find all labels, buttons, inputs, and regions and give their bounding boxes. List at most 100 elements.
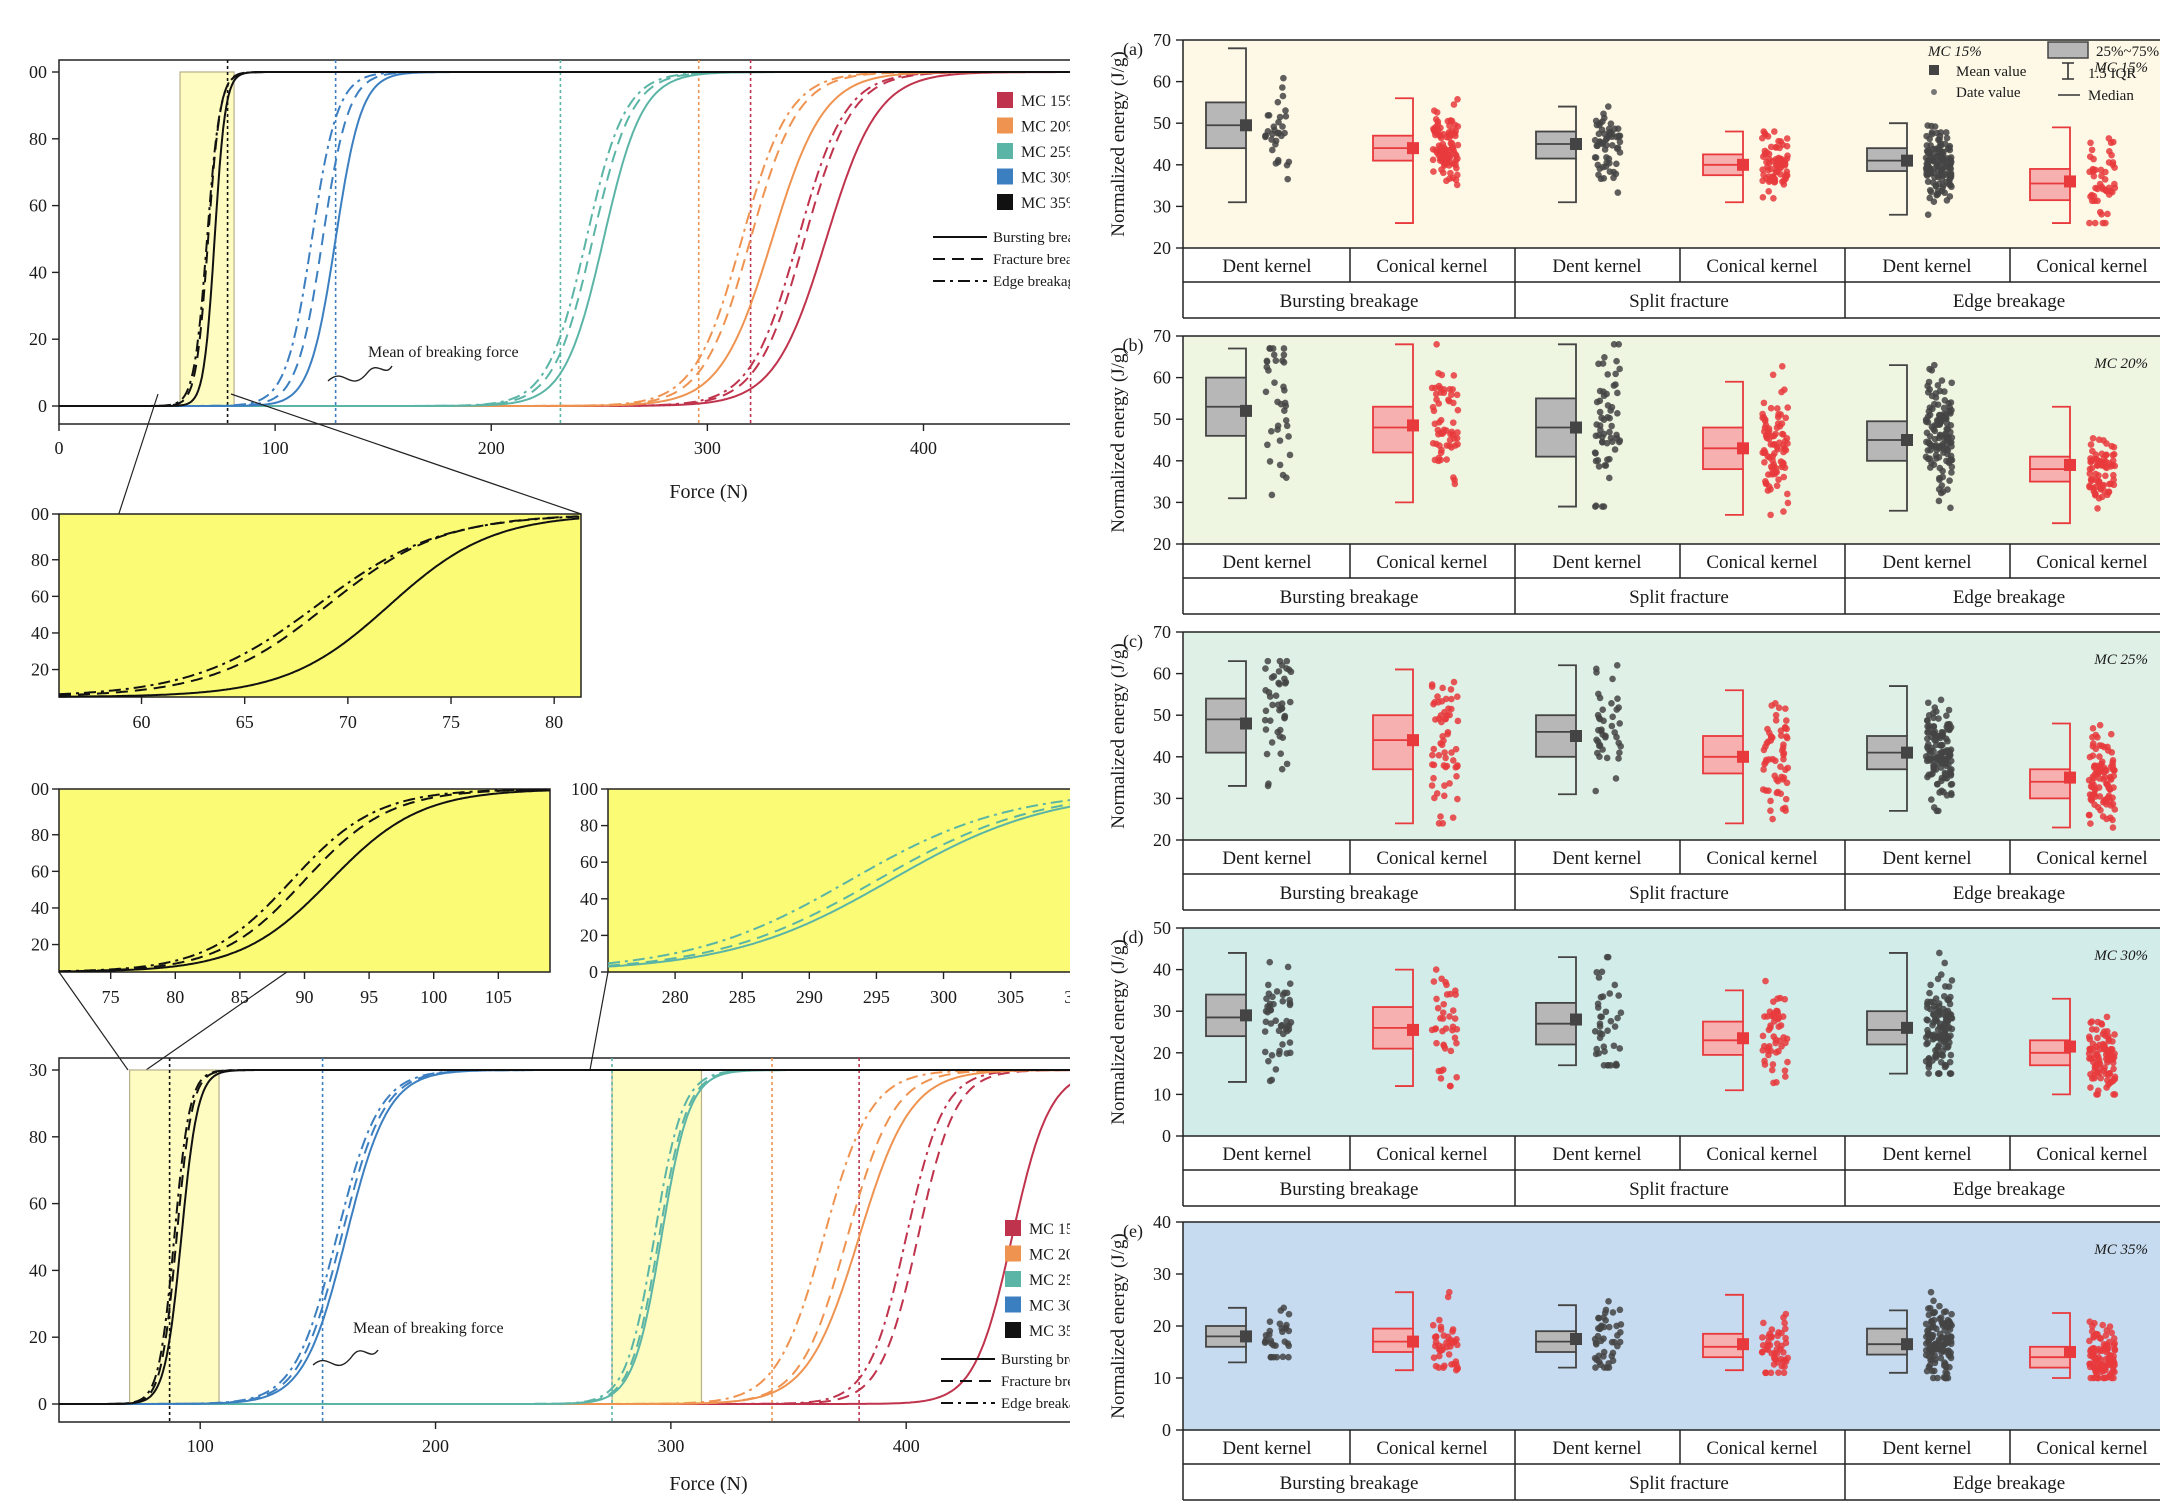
data-point <box>1439 151 1446 159</box>
data-point <box>1278 765 1286 773</box>
x-tick-label: 100 <box>420 987 447 1007</box>
data-point <box>1435 1352 1443 1360</box>
data-point <box>1768 733 1775 741</box>
data-point <box>1767 1369 1775 1377</box>
data-point <box>1435 1067 1443 1075</box>
data-point <box>1441 782 1448 789</box>
data-point <box>1936 1034 1943 1042</box>
data-point <box>1281 675 1288 683</box>
data-point <box>1612 775 1620 782</box>
data-point <box>1439 820 1447 827</box>
x-tick-label: 85 <box>231 987 249 1007</box>
data-point <box>1614 409 1621 417</box>
data-point <box>1924 170 1932 178</box>
data-point <box>1429 751 1436 759</box>
y-tick-label: 50 <box>1153 918 1171 938</box>
data-point <box>1938 1349 1945 1356</box>
data-point <box>1782 705 1789 712</box>
data-point <box>1286 1039 1294 1046</box>
data-point <box>1449 1026 1456 1034</box>
legend-label: MC 30% <box>1029 1298 1087 1315</box>
data-point <box>1759 786 1767 793</box>
y-tick-label: 80 <box>29 129 47 149</box>
data-point <box>1932 1054 1940 1061</box>
data-point <box>1430 125 1437 133</box>
data-point <box>2087 820 2094 827</box>
data-point <box>1602 1317 1609 1324</box>
data-point <box>2090 192 2098 200</box>
y-tick-label: 20 <box>1153 238 1171 258</box>
data-point <box>1944 737 1951 745</box>
data-point <box>1945 407 1953 415</box>
data-point <box>1447 169 1454 177</box>
data-point <box>1604 402 1612 409</box>
data-point <box>2087 139 2094 147</box>
data-point <box>1607 120 1615 127</box>
data-point <box>1609 1357 1617 1365</box>
data-point <box>1781 1356 1789 1364</box>
box-panel: 0 10 20 30 40 (e)Normalized energy (J/g) MC 35… <box>1108 1212 2160 1501</box>
data-point <box>1946 1070 1954 1077</box>
y-tick-label: 50 <box>1153 113 1171 133</box>
data-point <box>1593 1045 1600 1053</box>
data-point <box>1263 750 1271 758</box>
data-point <box>1784 440 1791 447</box>
data-point <box>1758 1348 1766 1356</box>
data-point <box>1937 489 1945 497</box>
data-point <box>2087 1019 2095 1026</box>
data-point <box>2089 752 2097 759</box>
group-label: Split fracture <box>1629 883 1729 904</box>
data-point <box>2107 763 2115 771</box>
data-point <box>1261 1339 1269 1346</box>
data-point <box>1602 462 1610 469</box>
data-point <box>1617 742 1624 750</box>
data-point <box>1430 168 1437 175</box>
data-point <box>2099 482 2106 489</box>
data-point <box>1941 1339 1949 1347</box>
data-point <box>1447 1047 1455 1055</box>
data-point <box>1772 757 1779 765</box>
data-point <box>1782 795 1790 803</box>
data-point <box>2098 493 2106 501</box>
x-tick-label: 200 <box>478 438 505 458</box>
data-point <box>1454 693 1461 701</box>
data-point <box>1284 963 1292 971</box>
data-point <box>1615 992 1622 999</box>
data-point <box>1784 499 1792 507</box>
data-point <box>2105 792 2113 800</box>
data-point <box>2096 753 2103 760</box>
data-point <box>1778 1329 1785 1337</box>
data-point <box>1942 414 1950 421</box>
data-point <box>2107 730 2115 738</box>
data-point <box>2096 1041 2103 1049</box>
data-point <box>1768 1066 1776 1074</box>
data-point <box>1430 407 1438 415</box>
data-point <box>1286 980 1294 988</box>
data-point <box>1761 1013 1768 1020</box>
legend-mean-label: Mean value <box>1956 64 2027 80</box>
group-label: Split fracture <box>1629 587 1729 608</box>
panel-letter: (e) <box>1123 1221 1143 1242</box>
data-point <box>1280 1304 1288 1312</box>
data-point <box>1764 166 1772 174</box>
data-point <box>1783 135 1791 142</box>
data-point <box>1609 713 1616 721</box>
data-point <box>1928 442 1936 449</box>
data-point <box>1279 123 1286 130</box>
data-point <box>2089 1045 2097 1053</box>
data-point <box>1437 1326 1445 1333</box>
data-point <box>1765 188 1772 195</box>
data-point <box>2094 1359 2102 1367</box>
data-point <box>2110 443 2118 451</box>
data-point <box>1453 773 1460 780</box>
mean-marker <box>1407 419 1419 432</box>
data-point <box>1942 1368 1949 1376</box>
data-point <box>1784 152 1791 160</box>
data-point <box>2092 731 2100 739</box>
data-point <box>1594 1004 1602 1011</box>
data-point <box>1929 770 1936 777</box>
data-point <box>1774 405 1781 412</box>
mc-label: MC 35% <box>2093 1242 2148 1258</box>
data-point <box>1441 1362 1448 1370</box>
data-point <box>1924 149 1932 156</box>
